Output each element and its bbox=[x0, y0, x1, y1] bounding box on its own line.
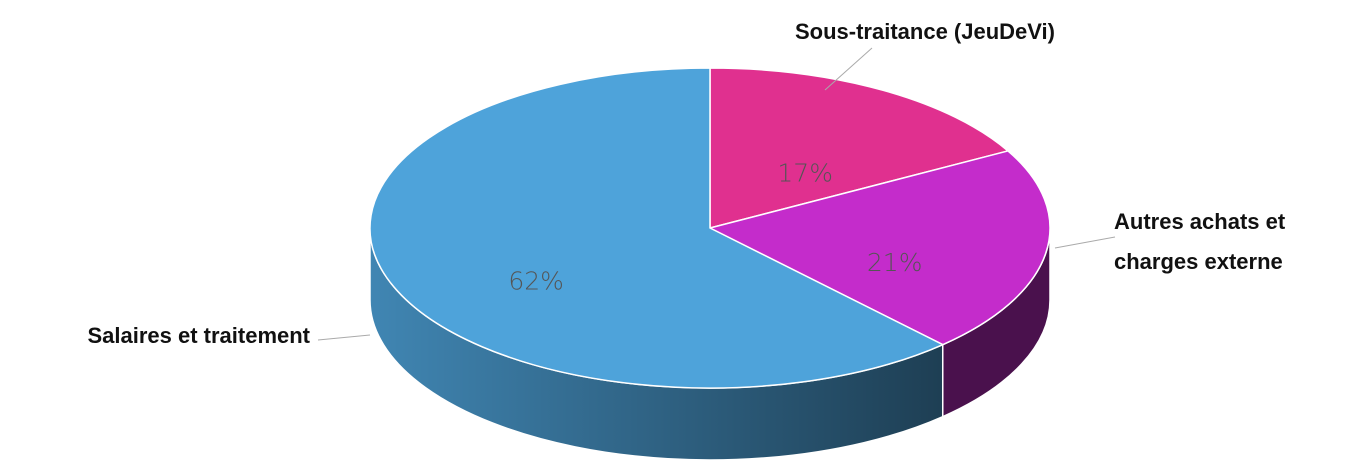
leader-line bbox=[317, 334, 371, 341]
category-label: Autres achats et charges externe bbox=[1114, 209, 1286, 274]
leader-line bbox=[1054, 236, 1116, 249]
pie-slice bbox=[369, 67, 945, 389]
data-label: 21% bbox=[867, 248, 923, 277]
data-label: 62% bbox=[508, 266, 564, 295]
leader-line bbox=[824, 47, 873, 91]
data-label: 17% bbox=[777, 158, 833, 187]
category-label: Sous-traitance (JeuDeVi) bbox=[794, 19, 1055, 44]
category-label: Salaires et traitement bbox=[87, 323, 310, 348]
pie-slice bbox=[709, 67, 1010, 229]
pie-slice bbox=[707, 150, 1051, 346]
